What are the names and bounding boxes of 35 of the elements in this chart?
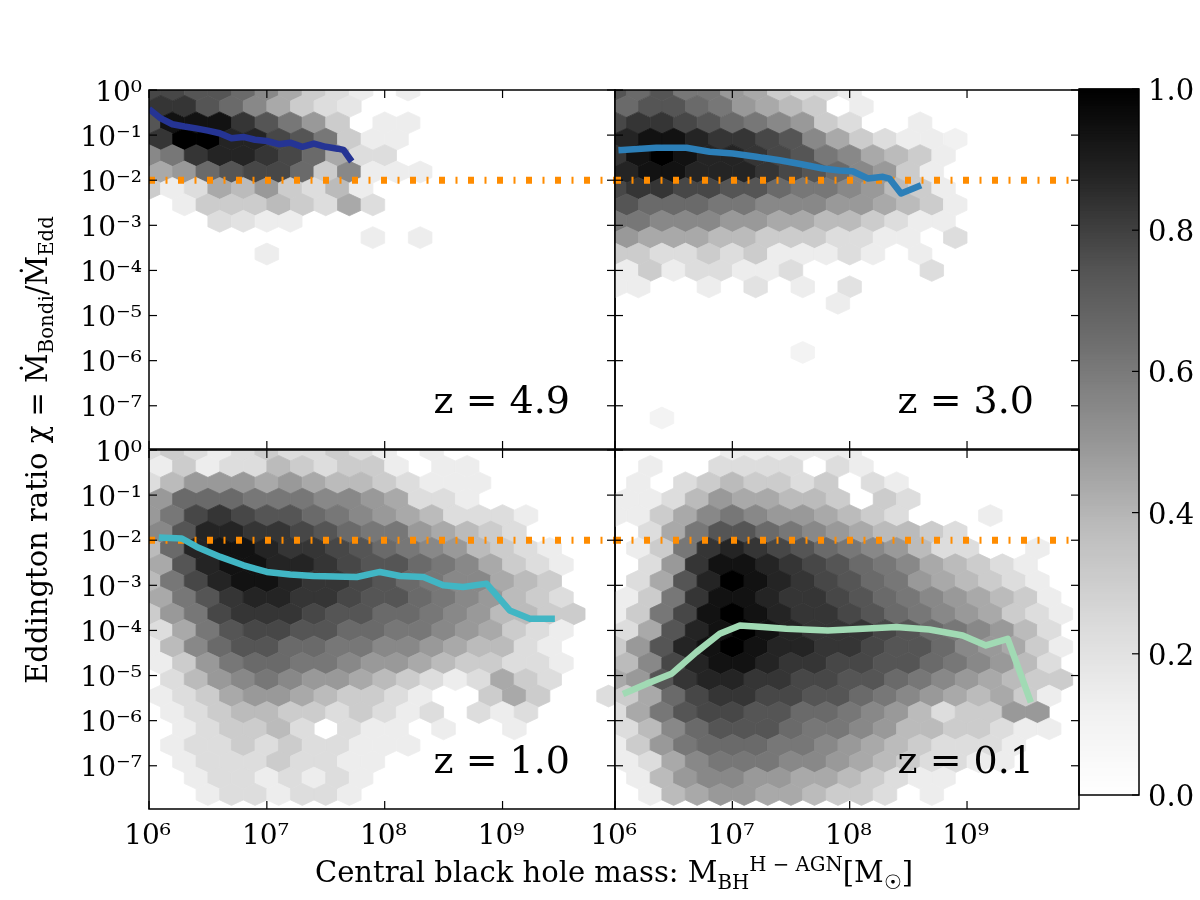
- x-tick-label: 10⁶: [124, 817, 172, 851]
- x-axis-title: Central black hole mass: M$_{BH}$$^{H − AGN}$[M$_{☉}$]: [315, 853, 913, 894]
- y-tick-label: 10⁻⁵: [80, 660, 142, 694]
- annotation: z = 4.9: [433, 378, 570, 422]
- y-tick-label: 10⁻³: [80, 209, 142, 243]
- y-tick-label: 10⁰: [95, 74, 142, 108]
- annotation: z = 1.0: [433, 738, 570, 782]
- x-tick-label: 10⁹: [477, 817, 525, 851]
- x-tick-label: 10⁷: [242, 817, 289, 851]
- x-tick-label: 10⁹: [942, 817, 990, 851]
- color-bar-label: 0.0: [1148, 779, 1195, 813]
- y-tick-label: 10⁻¹: [80, 479, 142, 513]
- y-tick-label: 10⁻³: [80, 569, 142, 603]
- y-tick-label: 10⁻⁷: [80, 750, 142, 784]
- y-tick-label: 10⁻⁴: [80, 254, 142, 288]
- color-bar-label: 1.0: [1148, 73, 1195, 107]
- x-tick-label: 10⁶: [590, 817, 638, 851]
- y-tick-label: 10⁻²: [80, 524, 142, 558]
- annotation: z = 3.0: [897, 378, 1034, 422]
- y-tick-label: 10⁻⁴: [80, 614, 142, 648]
- y-tick-label: 10⁻⁶: [80, 345, 142, 379]
- color-bar-label: 0.8: [1148, 214, 1195, 249]
- x-tick-label: 10⁸: [824, 817, 872, 851]
- color-bar-label: 0.2: [1148, 637, 1195, 672]
- annotation: z = 0.1: [897, 738, 1034, 782]
- y-tick-label: 10⁻⁵: [80, 300, 142, 334]
- y-tick-label: 10⁻⁶: [80, 705, 142, 739]
- y-tick-label: 10⁻⁷: [80, 390, 142, 424]
- y-tick-label: 10⁻¹: [80, 119, 142, 153]
- x-tick-label: 10⁷: [707, 817, 755, 851]
- color-bar-label: 0.4: [1148, 496, 1195, 531]
- y-tick-label: 10⁻²: [80, 164, 142, 198]
- color-bar-label: 0.6: [1148, 355, 1195, 390]
- y-tick-label: 10⁰: [95, 434, 142, 468]
- x-tick-label: 10⁸: [359, 817, 407, 851]
